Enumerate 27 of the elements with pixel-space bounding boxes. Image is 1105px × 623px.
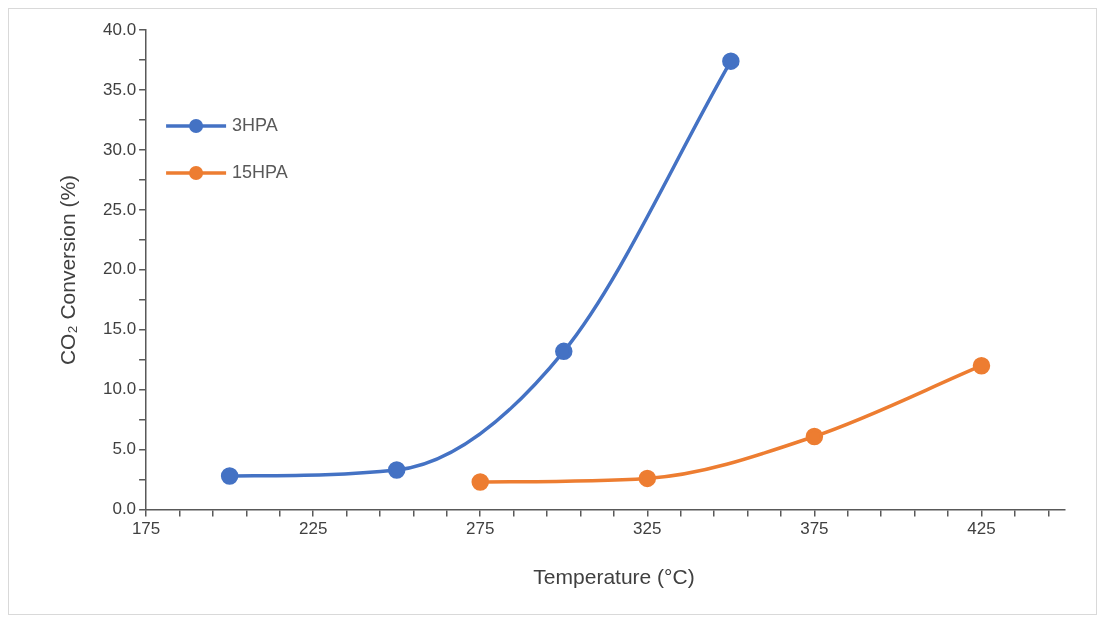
y-tick-label: 35.0	[102, 79, 137, 99]
point	[972, 356, 991, 375]
x-tick-label: 225	[298, 519, 328, 539]
y-tick-label: 0.0	[112, 499, 137, 519]
y-tick-label: 30.0	[102, 139, 137, 159]
y-tick-label: 15.0	[102, 319, 137, 339]
y-tick-label: 5.0	[112, 439, 137, 459]
point	[722, 52, 740, 70]
point	[805, 427, 824, 446]
x-tick-label: 325	[633, 519, 662, 539]
x-tick-label: 375	[800, 519, 829, 539]
legend-label: 15HPA	[232, 161, 288, 182]
y-tick-label: 40.0	[102, 19, 137, 39]
legend-label: 3HPA	[232, 114, 278, 135]
x-axis-title: Temperature (°C)	[533, 565, 695, 589]
x-tick-label: 175	[131, 519, 161, 539]
point	[555, 342, 573, 361]
y-axis-title: CO₂ Conversion (%)	[56, 174, 80, 366]
y-tick-label: 25.0	[102, 199, 137, 219]
point	[387, 461, 406, 479]
point	[220, 467, 239, 485]
point	[638, 469, 657, 488]
x-tick-label: 275	[466, 519, 495, 539]
point	[471, 473, 489, 491]
x-tick-label: 425	[967, 519, 996, 539]
y-tick-label: 10.0	[102, 379, 137, 399]
y-tick-label: 20.0	[102, 259, 137, 279]
